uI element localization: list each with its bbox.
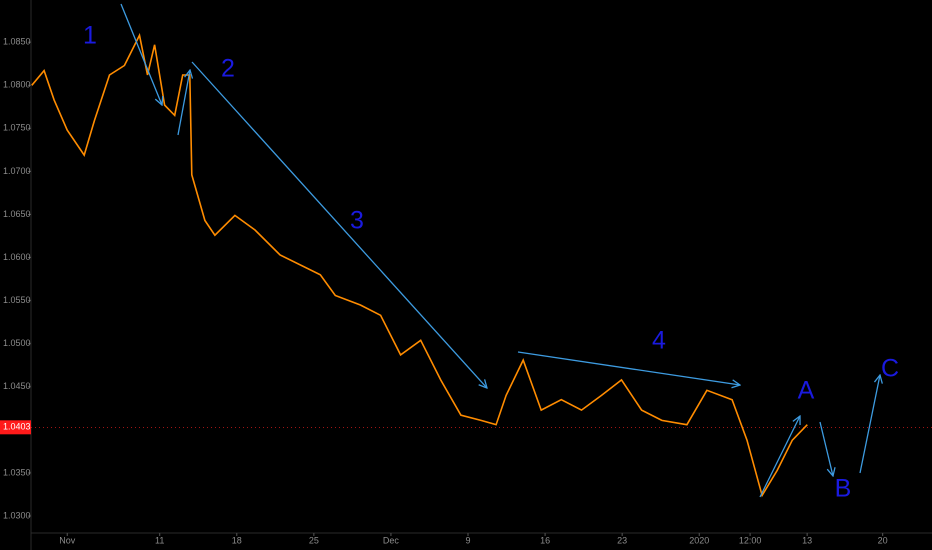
y-tick-label: 1.0550 (3, 295, 31, 305)
plot-area: 1.0850 1.0800 1.0750 1.0700 1.0650 1.0600 1.05… (0, 32, 932, 545)
x-tick-label: 20 (878, 535, 888, 545)
arrow (191, 61, 487, 388)
arrow (120, 3, 162, 105)
x-tick-label: 25 (309, 535, 319, 545)
arrow (859, 375, 880, 474)
arrow (759, 416, 800, 498)
x-tick-label: 2020 (689, 535, 709, 545)
y-tick-label: 1.0300 (3, 510, 31, 520)
arrow (517, 351, 740, 385)
last-price-box (0, 420, 31, 435)
y-tick-label: 1.0350 (3, 467, 31, 477)
price-line (31, 32, 808, 498)
x-tick-label: 23 (617, 535, 627, 545)
last-price-label: 1.0403 (3, 422, 31, 432)
y-tick-label: 1.0800 (3, 80, 31, 90)
x-tick-label: Dec (383, 535, 400, 545)
x-tick-label: 16 (540, 535, 550, 545)
wave-label: 1 (83, 22, 97, 50)
y-tick-label: 1.0500 (3, 338, 31, 348)
x-tick-label: 9 (466, 535, 471, 545)
x-tick-label: 18 (232, 535, 242, 545)
y-tick-label: 1.0850 (3, 37, 31, 47)
wave-label: 4 (652, 327, 666, 355)
wave-label: 2 (221, 55, 235, 83)
y-tick-label: 1.0750 (3, 123, 31, 133)
wave-label: B (835, 475, 852, 503)
y-tick-label: 1.0700 (3, 166, 31, 176)
arrow (177, 70, 190, 136)
y-tick-label: 1.0600 (3, 252, 31, 262)
x-tick-label: Nov (59, 535, 76, 545)
wave-label: C (881, 355, 899, 383)
arrow (819, 421, 833, 476)
wave-label: A (798, 377, 815, 405)
y-tick-label: 1.0650 (3, 209, 31, 219)
wave-label: 3 (350, 207, 364, 235)
wave-arrows (120, 3, 880, 498)
x-tick-label: 12:00 (739, 535, 762, 545)
y-tick-label: 1.0450 (3, 381, 31, 391)
x-tick-label: 13 (802, 535, 812, 545)
x-tick-label: 11 (155, 535, 164, 545)
